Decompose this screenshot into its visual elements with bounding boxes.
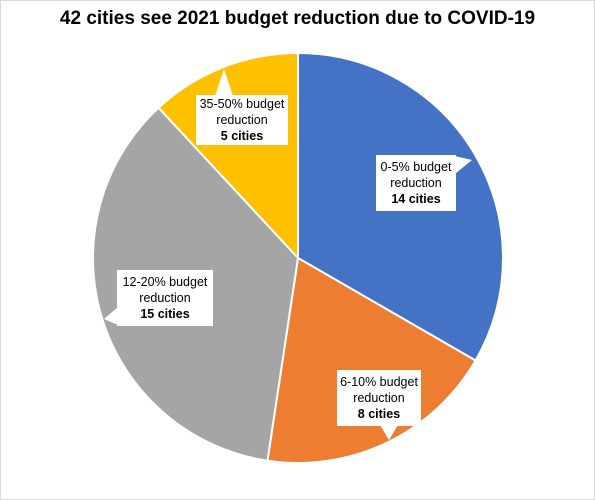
slice-count-label: 14 cities bbox=[391, 192, 440, 206]
callout-box bbox=[117, 270, 213, 326]
data-label-callout: 35-50% budget reduction 5 cities bbox=[196, 69, 288, 145]
chart-title: 42 cities see 2021 budget reduction due … bbox=[59, 8, 536, 29]
slice-category-label: reduction bbox=[353, 391, 404, 405]
slice-category-label: 12-20% budget bbox=[123, 275, 208, 289]
slice-category-label: reduction bbox=[139, 291, 190, 305]
data-label-callout: 12-20% budget reduction 15 cities bbox=[104, 270, 213, 326]
slice-category-label: 35-50% budget bbox=[200, 97, 285, 111]
data-label-callout: 6-10% budget reduction 8 cities bbox=[337, 370, 421, 440]
callout-pointer bbox=[380, 425, 398, 440]
data-label-callout: 0-5% budget reduction 14 cities bbox=[376, 155, 472, 211]
callout-box bbox=[196, 95, 288, 145]
slice-count-label: 8 cities bbox=[358, 407, 400, 421]
slice-count-label: 15 cities bbox=[140, 307, 189, 321]
slice-category-label: reduction bbox=[216, 113, 267, 127]
callout-pointer bbox=[215, 69, 233, 96]
callout-pointer bbox=[455, 156, 472, 174]
callout-pointer bbox=[104, 307, 118, 325]
slice-category-label: 6-10% budget bbox=[340, 375, 418, 389]
callout-box bbox=[376, 155, 456, 211]
slice-category-label: reduction bbox=[390, 176, 441, 190]
callout-box bbox=[337, 370, 421, 426]
slice-count-label: 5 cities bbox=[221, 129, 263, 143]
pie-slice bbox=[266, 256, 477, 464]
slice-category-label: 0-5% budget bbox=[381, 160, 452, 174]
